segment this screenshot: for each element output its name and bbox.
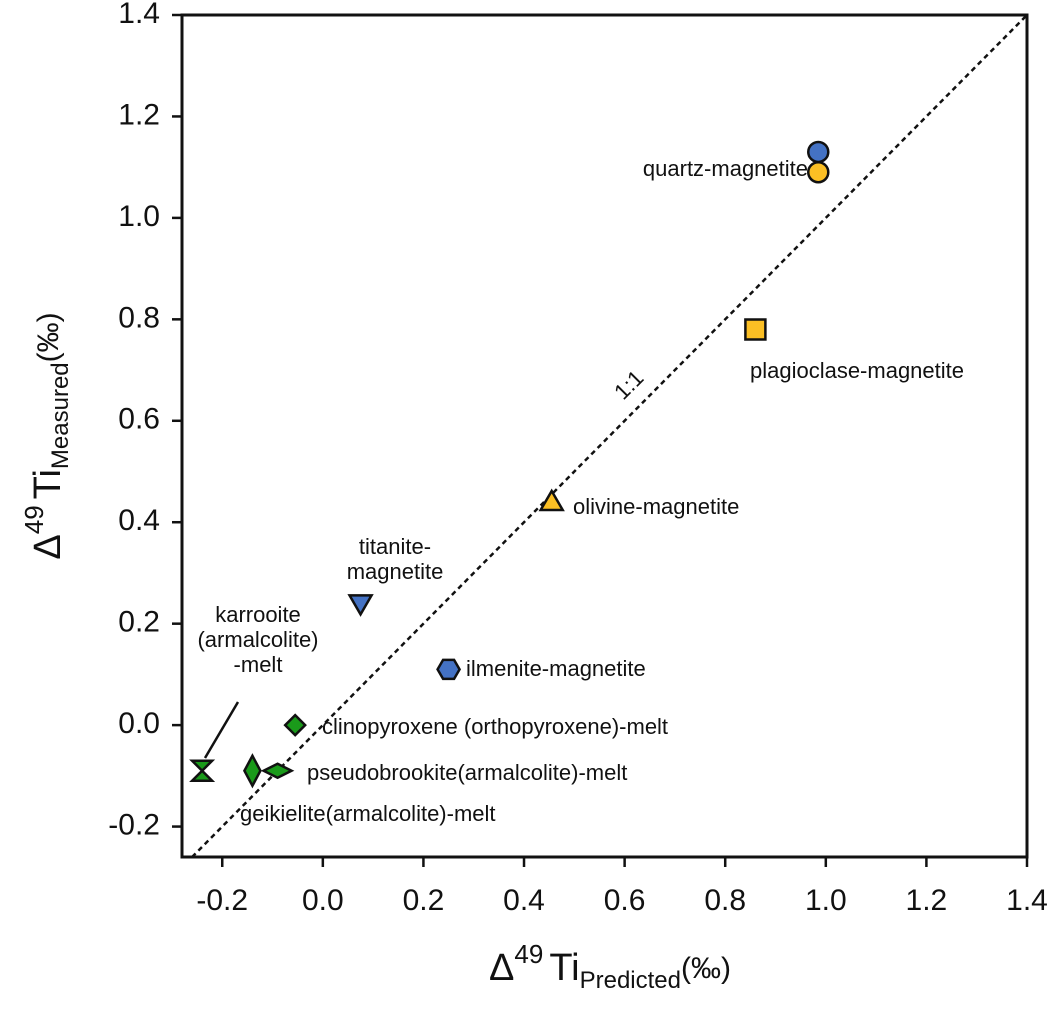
y-tick-label: 0.4 [118, 504, 160, 537]
y-tick-label: 0.2 [118, 606, 160, 639]
axis-sub: Predicted [580, 967, 681, 994]
x-tick-label: 1.2 [906, 884, 948, 917]
point-label: karrooite [215, 602, 301, 627]
x-label: Δ49 TiPredicted(‰) [489, 939, 731, 994]
x-tick-label: 0.2 [403, 884, 445, 917]
axis-sup: 49 [514, 939, 543, 969]
axis-symbol: Δ [27, 534, 69, 559]
y-tick-label: 1.0 [118, 200, 160, 233]
y-tick-label: 1.4 [118, 0, 160, 30]
point-label: plagioclase-magnetite [750, 358, 964, 383]
axis-main: Ti [549, 947, 579, 989]
point-label: quartz-magnetite [643, 156, 808, 181]
point-label: pseudobrookite(armalcolite)-melt [307, 760, 627, 785]
point-label: (armalcolite) [197, 627, 318, 652]
point-label: titanite- [359, 534, 431, 559]
point-label: olivine-magnetite [573, 494, 739, 519]
y-tick-label: 0.8 [118, 301, 160, 334]
axis-unit: (‰) [32, 312, 65, 362]
y-label: Δ49 TiMeasured(‰) [19, 312, 74, 559]
x-tick-label: 1.4 [1006, 884, 1048, 917]
x-tick-label: 0.6 [604, 884, 646, 917]
y-tick-label: 0.0 [118, 707, 160, 740]
y-tick-label: 0.6 [118, 403, 160, 436]
point [807, 140, 830, 164]
y-tick-label: -0.2 [108, 808, 160, 841]
point [260, 762, 295, 780]
point-label: magnetite [347, 559, 444, 584]
point [283, 713, 307, 737]
point [436, 658, 462, 681]
axis-sub: Measured [47, 362, 74, 469]
axis-symbol: Δ [489, 947, 514, 989]
x-tick-label: 1.0 [805, 884, 847, 917]
plot-frame [180, 13, 1029, 859]
point [807, 160, 830, 184]
point [189, 759, 216, 783]
reference-label: 1:1 [609, 365, 648, 404]
leader-line [203, 701, 240, 759]
point [538, 488, 565, 512]
y-tick-label: 1.2 [118, 98, 160, 131]
point [744, 318, 767, 341]
point-label: -melt [234, 652, 283, 677]
x-tick-label: -0.2 [196, 884, 248, 917]
point [347, 594, 374, 617]
axis-unit: (‰) [681, 952, 731, 985]
point-label: geikielite(armalcolite)-melt [240, 801, 496, 826]
axis-sup: 49 [19, 505, 49, 534]
x-tick-label: 0.8 [704, 884, 746, 917]
point-label: ilmenite-magnetite [466, 656, 646, 681]
x-tick-label: 0.0 [302, 884, 344, 917]
point-label: clinopyroxene (orthopyroxene)-melt [322, 714, 668, 739]
axis-main: Ti [27, 469, 69, 499]
point [243, 753, 262, 789]
x-tick-label: 0.4 [503, 884, 545, 917]
